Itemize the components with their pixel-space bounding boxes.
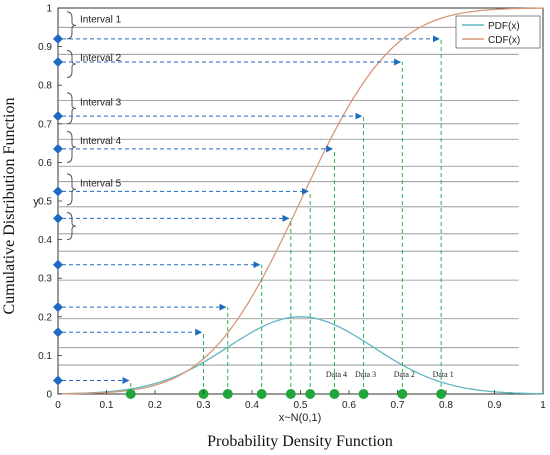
x-tick-label: 0.9 bbox=[488, 400, 502, 411]
x-tick-label: 0.4 bbox=[245, 400, 259, 411]
x-axis-inner-label: x~N(0,1) bbox=[279, 412, 322, 424]
data-dot bbox=[358, 389, 369, 399]
x-tick-label: 0.1 bbox=[100, 400, 114, 411]
x-tick-label: 0.7 bbox=[391, 400, 405, 411]
y-axis-outer-label: Cumulative Distribution Function bbox=[1, 98, 18, 315]
y-tick-label: 0 bbox=[46, 390, 52, 401]
data-labels: Data 4 Data 3 Data 2 Data 1 bbox=[326, 370, 454, 379]
data-label: Data 2 bbox=[394, 370, 415, 379]
arrows bbox=[62, 35, 440, 384]
interval-bracket bbox=[66, 11, 77, 40]
x-ticks: 0 0.1 0.2 0.3 0.4 0.5 0.6 0.7 0.8 0.9 1 bbox=[55, 390, 546, 411]
data-dot bbox=[436, 389, 447, 399]
data-dot bbox=[397, 389, 408, 399]
guide-lines bbox=[130, 38, 442, 394]
interval-bracket bbox=[66, 49, 77, 78]
data-dot bbox=[329, 389, 340, 399]
x-tick-label: 0.3 bbox=[197, 400, 211, 411]
data-label: Data 4 bbox=[326, 370, 347, 379]
legend-box bbox=[455, 15, 541, 49]
x-tick-label: 1 bbox=[540, 400, 546, 411]
legend-cdf-label: CDF(x) bbox=[488, 35, 520, 46]
y-marker bbox=[53, 57, 63, 68]
interval-bracket bbox=[66, 131, 77, 163]
y-tick-label: 0.8 bbox=[38, 81, 52, 92]
y-marker bbox=[53, 327, 63, 338]
interval-label: Interval 5 bbox=[80, 178, 122, 189]
legend-pdf-label: PDF(x) bbox=[488, 21, 520, 32]
y-markers bbox=[53, 33, 63, 386]
y-marker bbox=[53, 143, 63, 154]
y-tick-label: 0.7 bbox=[38, 119, 52, 130]
y-tick-label: 0.5 bbox=[38, 197, 52, 208]
y-marker bbox=[53, 111, 63, 122]
x-tick-label: 0.6 bbox=[342, 400, 356, 411]
y-marker bbox=[53, 259, 63, 270]
x-tick-label: 0.8 bbox=[439, 400, 453, 411]
legend: PDF(x) CDF(x) bbox=[455, 15, 541, 49]
data-dot bbox=[125, 389, 136, 399]
interval-brackets: Interval 1 Interval 2 Interval 3 Interval 4… bbox=[66, 11, 122, 241]
interval-label: Interval 4 bbox=[80, 136, 122, 147]
y-tick-label: 1 bbox=[46, 4, 52, 15]
data-label: Data 1 bbox=[433, 370, 454, 379]
x-tick-label: 0.2 bbox=[148, 400, 162, 411]
interval-bracket bbox=[66, 212, 77, 241]
interval-lines bbox=[58, 26, 519, 366]
y-marker bbox=[53, 186, 63, 197]
x-tick-label: 0.5 bbox=[294, 400, 308, 411]
interval-label: Interval 1 bbox=[80, 14, 122, 25]
y-marker bbox=[53, 302, 63, 313]
y-tick-label: 0.2 bbox=[38, 312, 52, 323]
y-tick-label: 0.3 bbox=[38, 274, 52, 285]
y-marker bbox=[53, 33, 63, 44]
data-dot bbox=[222, 389, 233, 399]
y-marker bbox=[53, 375, 63, 386]
y-tick-label: 0.9 bbox=[38, 42, 52, 53]
data-dot bbox=[285, 389, 296, 399]
pdf-curve bbox=[58, 316, 543, 395]
cdf-curve bbox=[58, 7, 543, 395]
y-ticks: 0 0.1 0.2 0.3 0.4 0.5 0.6 0.7 0.8 0.9 1 bbox=[38, 4, 62, 401]
data-label: Data 3 bbox=[355, 370, 376, 379]
y-tick-label: 0.1 bbox=[38, 351, 52, 362]
y-axis-inner-label: y bbox=[33, 196, 39, 208]
interval-label: Interval 2 bbox=[80, 53, 122, 64]
y-marker bbox=[53, 213, 63, 224]
interval-bracket bbox=[66, 173, 77, 206]
data-dots bbox=[125, 389, 447, 399]
interval-label: Interval 3 bbox=[80, 97, 122, 108]
data-dot bbox=[256, 389, 267, 399]
curves bbox=[58, 7, 543, 395]
y-tick-label: 0.4 bbox=[38, 235, 52, 246]
interval-bracket bbox=[66, 92, 77, 125]
x-axis-outer-label: Probability Density Function bbox=[207, 433, 393, 450]
x-tick-label: 0 bbox=[55, 400, 61, 411]
data-dot bbox=[305, 389, 316, 399]
y-tick-label: 0.6 bbox=[38, 158, 52, 169]
